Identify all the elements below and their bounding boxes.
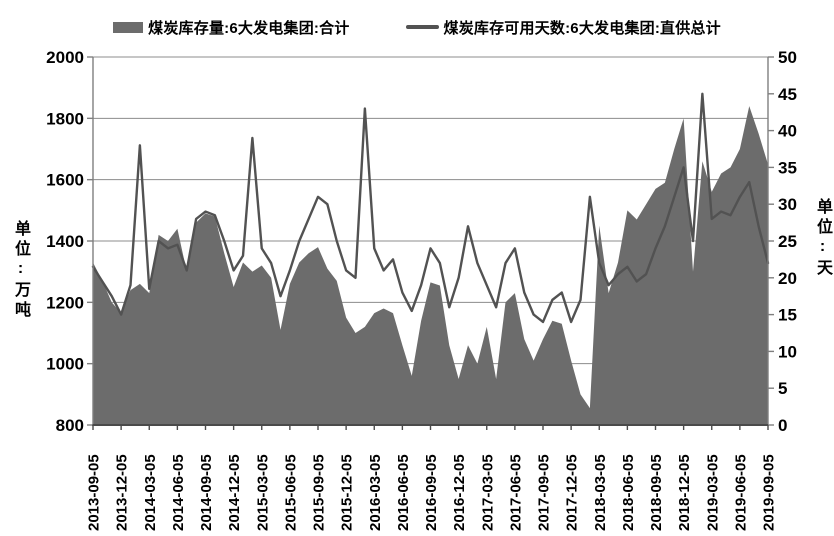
left-tick-label: 1600 — [46, 171, 84, 190]
days-legend-label: 煤炭库存可用天数:6大发电集团:直供总计 — [443, 19, 721, 37]
x-tick-label: 2014-03-05 — [142, 454, 159, 531]
left-tick-label: 1800 — [46, 109, 84, 128]
legend-item-days: 煤炭库存可用天数:6大发电集团:直供总计 — [405, 17, 721, 38]
right-tick-label: 20 — [778, 269, 797, 288]
inventory-legend-label: 煤炭库存量:6大发电集团:合计 — [148, 19, 350, 37]
right-tick-label: 10 — [778, 342, 797, 361]
x-tick-label: 2014-06-05 — [170, 454, 187, 531]
left-tick-label: 2000 — [46, 48, 84, 67]
x-tick-label: 2019-03-05 — [704, 454, 721, 531]
right-tick-label: 15 — [778, 306, 797, 325]
x-tick-label: 2016-12-05 — [451, 454, 468, 531]
x-tick-label: 2015-03-05 — [254, 454, 271, 531]
x-tick-label: 2018-12-05 — [676, 454, 693, 531]
right-axis-ticks: 0 5 10 15 20 25 30 35 40 45 50 — [768, 48, 797, 435]
right-tick-label: 45 — [778, 85, 797, 104]
x-axis-ticks: 2013-09-05 2013-12-05 2014-03-05 2014-06-05… — [86, 425, 778, 531]
right-tick-label: 50 — [778, 48, 797, 67]
x-tick-label: 2014-12-05 — [226, 454, 243, 531]
x-tick-label: 2018-03-05 — [592, 454, 609, 531]
left-axis-title: 单位:万吨 — [12, 220, 29, 321]
chart-legend: 煤炭库存量:6大发电集团:合计 煤炭库存可用天数:6大发电集团:直供总计 — [0, 10, 834, 44]
right-tick-label: 40 — [778, 122, 797, 141]
right-tick-label: 30 — [778, 195, 797, 214]
left-tick-label: 1200 — [46, 293, 84, 312]
days-line-series — [91, 92, 770, 324]
x-tick-label: 2013-09-05 — [86, 454, 103, 531]
x-tick-label: 2017-03-05 — [479, 454, 496, 531]
x-tick-label: 2019-09-05 — [761, 454, 778, 531]
days-line-swatch-icon — [405, 25, 439, 29]
x-tick-label: 2015-09-05 — [311, 454, 328, 531]
left-tick-label: 800 — [56, 416, 84, 435]
left-tick-label: 1000 — [46, 355, 84, 374]
x-tick-label: 2016-06-05 — [395, 454, 412, 531]
x-tick-label: 2017-12-05 — [564, 454, 581, 531]
right-tick-label: 25 — [778, 232, 797, 251]
right-tick-label: 0 — [778, 416, 787, 435]
legend-item-inventory: 煤炭库存量:6大发电集团:合计 — [113, 17, 349, 38]
left-tick-label: 1400 — [46, 232, 84, 251]
x-tick-label: 2015-06-05 — [282, 454, 299, 531]
x-tick-label: 2018-06-05 — [620, 454, 637, 531]
left-axis-ticks: 800 1000 1200 1400 1600 1800 2000 — [46, 48, 93, 435]
x-tick-label: 2013-12-05 — [114, 454, 131, 531]
x-tick-label: 2017-09-05 — [536, 454, 553, 531]
x-tick-label: 2017-06-05 — [507, 454, 524, 531]
inventory-area-series — [93, 106, 768, 426]
x-tick-label: 2019-06-05 — [732, 454, 749, 531]
x-tick-label: 2015-12-05 — [339, 454, 356, 531]
x-tick-label: 2014-09-05 — [198, 454, 215, 531]
x-tick-label: 2018-09-05 — [648, 454, 665, 531]
right-tick-label: 5 — [778, 379, 787, 398]
inventory-area-swatch-icon — [113, 21, 144, 33]
right-axis-title: 单位:天 — [814, 198, 831, 279]
x-tick-label: 2016-09-05 — [423, 454, 440, 531]
x-tick-label: 2016-03-05 — [367, 454, 384, 531]
right-tick-label: 35 — [778, 158, 797, 177]
